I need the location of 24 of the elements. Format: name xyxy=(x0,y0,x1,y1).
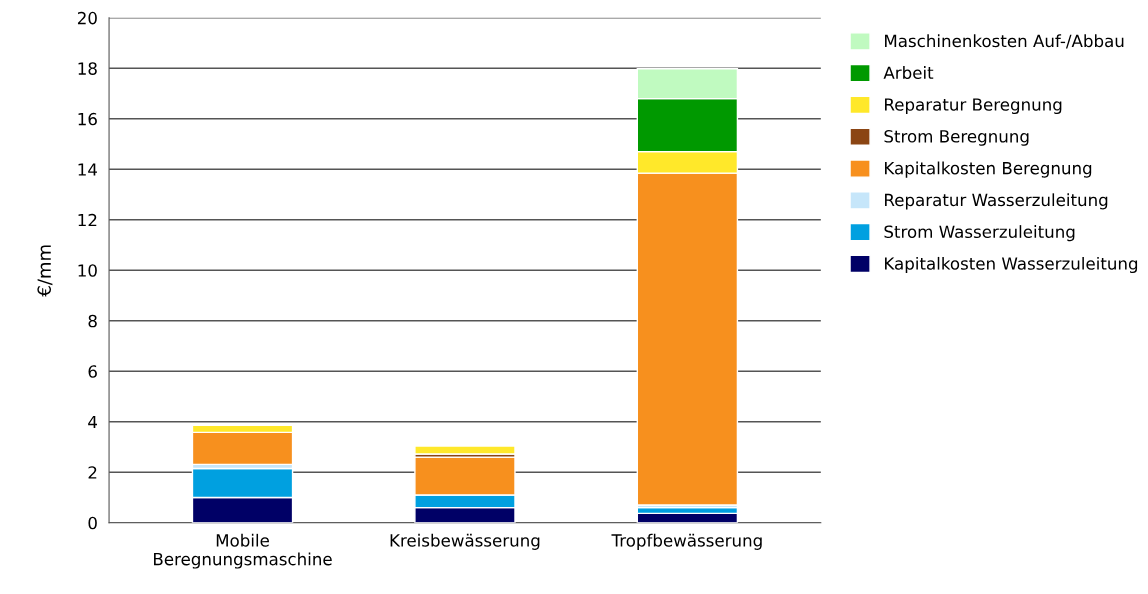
y-tick-label: 16 xyxy=(78,112,97,126)
y-axis-title: €/mm xyxy=(37,245,53,297)
y-tick-label: 6 xyxy=(88,365,97,378)
x-tick-label: Kreisbewässerung xyxy=(390,533,540,550)
legend-label: Strom Wasserzuleitung xyxy=(884,225,1075,242)
x-tick-label: Tropfbewässerung xyxy=(611,533,762,550)
y-tick-label: 2 xyxy=(88,466,97,479)
legend-label: Reparatur Beregnung xyxy=(885,98,1062,115)
y-tick-label: 18 xyxy=(78,62,97,75)
y-tick-label: 20 xyxy=(77,11,97,25)
x-tick-label: Mobile Beregnungsmaschine xyxy=(154,533,332,569)
legend-label: Strom Beregnung xyxy=(884,130,1029,146)
legend-label: Kapitalkosten Wasserzuleitung xyxy=(885,256,1138,274)
legend-label: Arbeit xyxy=(883,66,934,80)
y-tick-label: 10 xyxy=(78,264,97,277)
y-tick-label: 8 xyxy=(88,314,97,328)
y-tick-label: 0 xyxy=(88,516,97,530)
y-tick-label: 12 xyxy=(78,213,97,227)
legend-label: Reparatur Wasserzuleitung xyxy=(885,193,1108,210)
y-tick-label: 4 xyxy=(88,415,98,429)
legend-label: Maschinenkosten Auf-/Abbau xyxy=(885,34,1124,49)
legend-label: Kapitalkosten Beregnung xyxy=(885,161,1092,178)
bar xyxy=(414,445,516,455)
y-tick-label: 14 xyxy=(78,163,98,176)
